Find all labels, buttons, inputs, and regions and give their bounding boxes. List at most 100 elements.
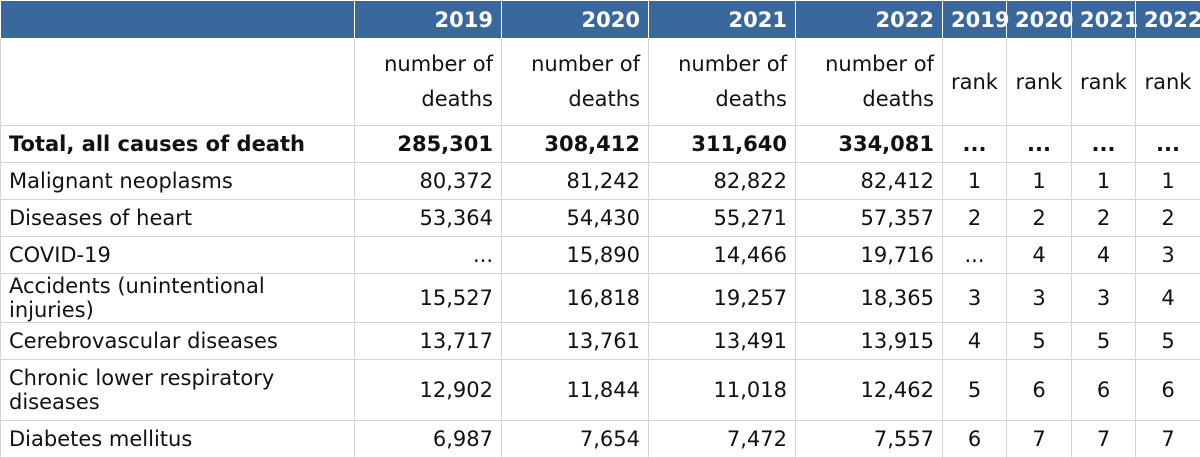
deaths-cell: 82,412 [796,163,943,200]
rank-cell: 1 [1007,163,1072,200]
deaths-cell: 19,716 [796,237,943,274]
deaths-subheader: number of deaths [502,39,649,126]
rank-cell: 3 [943,274,1007,323]
cause-label: Diseases of heart [1,200,355,237]
rank-cell: 4 [1007,237,1072,274]
rank-cell: 2 [943,200,1007,237]
deaths-cell: 308,412 [502,126,649,163]
deaths-cell: 13,717 [355,323,502,360]
rank-cell: 3 [1007,274,1072,323]
deaths-cell: 53,364 [355,200,502,237]
rank-year-header: 2022 [1136,1,1200,39]
deaths-cell: 285,301 [355,126,502,163]
deaths-cell: 15,890 [502,237,649,274]
rank-cell: 7 [1136,421,1200,458]
deaths-cell: 13,915 [796,323,943,360]
rank-cell: ... [1136,126,1200,163]
year-header: 2020 [502,1,649,39]
deaths-cell: 13,491 [649,323,796,360]
rank-cell: ... [943,126,1007,163]
rank-cell: ... [1007,126,1072,163]
rank-subheader: rank [1136,39,1200,126]
deaths-cell: 11,844 [502,360,649,421]
subheader-blank [1,39,355,126]
deaths-cell: 19,257 [649,274,796,323]
rank-cell: 3 [1136,237,1200,274]
cause-label: Diabetes mellitus [1,421,355,458]
year-header: 2021 [649,1,796,39]
deaths-cell: 16,818 [502,274,649,323]
rank-cell: 1 [943,163,1007,200]
rank-cell: 7 [1072,421,1136,458]
rank-cell: 6 [1072,360,1136,421]
cause-label: Malignant neoplasms [1,163,355,200]
deaths-cell: 12,462 [796,360,943,421]
deaths-cell: 311,640 [649,126,796,163]
rank-cell: 2 [1072,200,1136,237]
deaths-cell: 11,018 [649,360,796,421]
rank-cell: 1 [1072,163,1136,200]
deaths-cell: 54,430 [502,200,649,237]
rank-cell: 6 [1007,360,1072,421]
cause-label: Total, all causes of death [1,126,355,163]
rank-cell: 4 [1136,274,1200,323]
deaths-cell: 7,557 [796,421,943,458]
rank-cell: 3 [1072,274,1136,323]
rank-cell: 4 [1072,237,1136,274]
rank-cell: 5 [1136,323,1200,360]
cause-label: Accidents (unintentional injuries) [1,274,355,323]
year-header-row: 2019 2020 2021 2022 2019 2020 2021 2022 [1,1,1200,39]
rank-cell: 1 [1136,163,1200,200]
rank-cell: 5 [1007,323,1072,360]
deaths-cell: 82,822 [649,163,796,200]
year-header: 2022 [796,1,943,39]
rank-cell: 6 [1136,360,1200,421]
year-header: 2019 [355,1,502,39]
rank-cell: 6 [943,421,1007,458]
deaths-cell: 13,761 [502,323,649,360]
rank-cell: 5 [943,360,1007,421]
rank-subheader: rank [943,39,1007,126]
deaths-cell: 55,271 [649,200,796,237]
table-row: Accidents (unintentional injuries)15,527… [1,274,1200,323]
rank-subheader: rank [1007,39,1072,126]
corner-cell [1,1,355,39]
subheader-row: number of deaths number of deaths number… [1,39,1200,126]
deaths-subheader: number of deaths [649,39,796,126]
deaths-cell: ... [355,237,502,274]
deaths-cell: 80,372 [355,163,502,200]
rank-cell: 2 [1136,200,1200,237]
rank-year-header: 2020 [1007,1,1072,39]
deaths-cell: 18,365 [796,274,943,323]
rank-cell: 5 [1072,323,1136,360]
cause-label: COVID-19 [1,237,355,274]
rank-year-header: 2021 [1072,1,1136,39]
rank-cell: ... [943,237,1007,274]
rank-year-header: 2019 [943,1,1007,39]
deaths-cell: 15,527 [355,274,502,323]
cause-label: Cerebrovascular diseases [1,323,355,360]
deaths-cell: 81,242 [502,163,649,200]
rank-cell: 4 [943,323,1007,360]
deaths-cell: 334,081 [796,126,943,163]
deaths-subheader: number of deaths [355,39,502,126]
deaths-cell: 7,654 [502,421,649,458]
rank-cell: 7 [1007,421,1072,458]
cause-label: Chronic lower respiratory diseases [1,360,355,421]
rank-cell: 2 [1007,200,1072,237]
deaths-cell: 14,466 [649,237,796,274]
rank-cell: ... [1072,126,1136,163]
deaths-cell: 6,987 [355,421,502,458]
deaths-cell: 12,902 [355,360,502,421]
deaths-subheader: number of deaths [796,39,943,126]
deaths-cell: 57,357 [796,200,943,237]
deaths-cell: 7,472 [649,421,796,458]
